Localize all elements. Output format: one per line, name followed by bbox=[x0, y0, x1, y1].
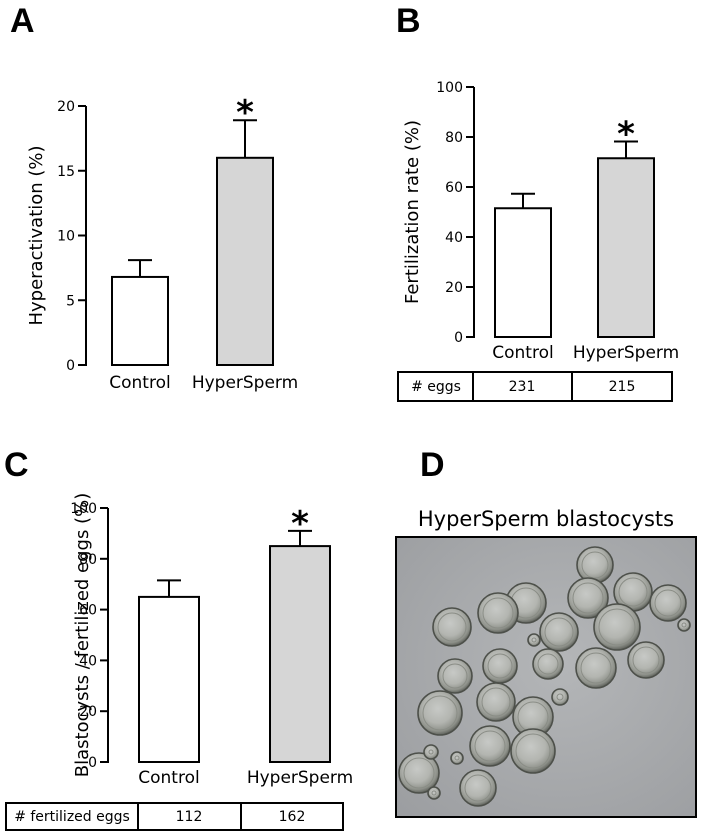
blastocyst-cells bbox=[398, 546, 691, 807]
x-tick-label-control: Control bbox=[138, 768, 199, 788]
significance-star: * bbox=[236, 93, 254, 133]
blastocyst-inner-ring bbox=[531, 637, 537, 643]
blastocyst-inner-ring bbox=[515, 733, 551, 769]
blastocyst-cell bbox=[476, 682, 516, 722]
blastocyst-cell bbox=[527, 633, 541, 647]
blastocyst-cell bbox=[432, 607, 472, 647]
blastocyst-inner-ring bbox=[681, 622, 687, 628]
y-tick-label: 60 bbox=[445, 180, 463, 196]
blastocyst-cell bbox=[575, 647, 617, 689]
table-fertilized-hypersperm: 162 bbox=[279, 809, 306, 825]
chart-hyperactivation: Control HyperSperm 0 5 10 15 20 Hyperactivation… bbox=[26, 93, 298, 393]
blastocyst-cell bbox=[551, 688, 569, 706]
y-tick-label: 10 bbox=[57, 229, 75, 245]
y-axis-label: Blastocysts / fertilized eggs (%) bbox=[72, 493, 93, 777]
blastocyst-inner-ring bbox=[403, 757, 435, 789]
x-tick-label-control: Control bbox=[492, 343, 553, 363]
blastocyst-cell bbox=[423, 744, 439, 760]
blastocyst-inner-ring bbox=[422, 695, 458, 731]
y-axis-label: Fertilization rate (%) bbox=[402, 120, 423, 304]
table-eggs-border bbox=[397, 371, 673, 402]
panel-letter-c: C bbox=[4, 446, 29, 484]
table-fertilized-eggs: # fertilized eggs 112 162 bbox=[5, 802, 344, 831]
y-tick-label: 15 bbox=[57, 164, 75, 180]
table-fertilized-header: # fertilized eggs bbox=[14, 809, 130, 825]
bar-control bbox=[111, 275, 169, 366]
table-eggs-header: # eggs bbox=[411, 379, 461, 395]
blastocyst-cell bbox=[398, 752, 440, 794]
blastocyst-inner-ring bbox=[437, 612, 467, 642]
blastocyst-inner-ring bbox=[474, 730, 506, 762]
y-tick-label: 60 bbox=[79, 603, 97, 619]
chart-fertilization-rate: Control HyperSperm 0 20 40 60 80 100 Fertilizati… bbox=[402, 80, 679, 363]
x-tick-label-control: Control bbox=[109, 373, 170, 393]
blastocyst-cell bbox=[532, 648, 564, 680]
y-tick-label: 5 bbox=[66, 293, 75, 309]
y-tick-label: 20 bbox=[57, 99, 75, 115]
blastocyst-cell bbox=[477, 592, 519, 634]
blastocyst-cell bbox=[510, 728, 556, 774]
blastocyst-cell bbox=[567, 577, 609, 619]
y-tick-label: 40 bbox=[79, 653, 97, 669]
bar-control bbox=[494, 207, 552, 338]
table-eggs-hypersperm: 215 bbox=[609, 379, 636, 395]
blastocyst-cell bbox=[469, 725, 511, 767]
panel-letter-d: D bbox=[420, 446, 445, 484]
blastocyst-cell bbox=[677, 618, 691, 632]
panel-letter-b: B bbox=[396, 2, 421, 40]
x-tick-label-hypersperm: HyperSperm bbox=[573, 343, 679, 363]
blastocyst-inner-ring bbox=[482, 597, 514, 629]
x-tick-label-hypersperm: HyperSperm bbox=[247, 768, 353, 788]
blastocyst-inner-ring bbox=[481, 687, 511, 717]
blastocyst-inner-ring bbox=[428, 749, 434, 755]
y-tick-label: 0 bbox=[88, 755, 97, 771]
y-tick-label: 100 bbox=[70, 501, 97, 517]
y-tick-label: 80 bbox=[445, 130, 463, 146]
y-tick-label: 100 bbox=[436, 80, 463, 96]
photo-title: HyperSperm blastocysts bbox=[418, 507, 674, 531]
table-eggs-control: 231 bbox=[509, 379, 536, 395]
blastocyst-cell bbox=[593, 603, 641, 651]
y-tick-label: 0 bbox=[454, 330, 463, 346]
y-axis-label: Hyperactivation (%) bbox=[26, 145, 47, 325]
bar-hypersperm bbox=[269, 545, 331, 763]
table-fertilized-control: 112 bbox=[176, 809, 203, 825]
significance-star: * bbox=[617, 115, 635, 155]
blastocyst-inner-ring bbox=[442, 663, 468, 689]
blastocyst-inner-ring bbox=[581, 551, 609, 579]
bar-hypersperm bbox=[216, 156, 274, 366]
bar-hypersperm bbox=[597, 157, 655, 338]
panel-letter-a: A bbox=[10, 2, 35, 40]
y-tick-label: 0 bbox=[66, 358, 75, 374]
blastocyst-inner-ring bbox=[487, 653, 513, 679]
blastocyst-inner-ring bbox=[431, 790, 437, 796]
blastocyst-inner-ring bbox=[580, 652, 612, 684]
blastocyst-inner-ring bbox=[618, 577, 648, 607]
y-tick-label: 40 bbox=[445, 230, 463, 246]
blastocyst-inner-ring bbox=[544, 617, 574, 647]
blastocyst-inner-ring bbox=[632, 646, 660, 674]
blastocyst-inner-ring bbox=[556, 693, 564, 701]
blastocyst-inner-ring bbox=[464, 774, 492, 802]
blastocyst-cell bbox=[417, 690, 463, 736]
table-eggs: # eggs 231 215 bbox=[397, 371, 673, 402]
bar-control bbox=[138, 595, 200, 764]
blastocyst-inner-ring bbox=[654, 589, 682, 617]
y-tick-label: 20 bbox=[445, 280, 463, 296]
blastocyst-inner-ring bbox=[537, 653, 559, 675]
blastocyst-micrograph bbox=[395, 536, 697, 818]
blastocyst-inner-ring bbox=[572, 582, 604, 614]
blastocyst-inner-ring bbox=[454, 755, 460, 761]
blastocyst-cell bbox=[427, 786, 441, 800]
blastocyst-cell bbox=[450, 751, 464, 765]
table-fertilized-border bbox=[5, 802, 344, 831]
significance-star: * bbox=[291, 504, 309, 544]
chart-blastocysts: Control HyperSperm 0 20 40 60 80 100Blastocysts… bbox=[70, 493, 353, 788]
y-tick-label: 80 bbox=[79, 552, 97, 568]
y-tick-label: 20 bbox=[79, 704, 97, 720]
x-tick-label-hypersperm: HyperSperm bbox=[192, 373, 298, 393]
blastocyst-cell bbox=[539, 612, 579, 652]
blastocyst-inner-ring bbox=[598, 608, 636, 646]
